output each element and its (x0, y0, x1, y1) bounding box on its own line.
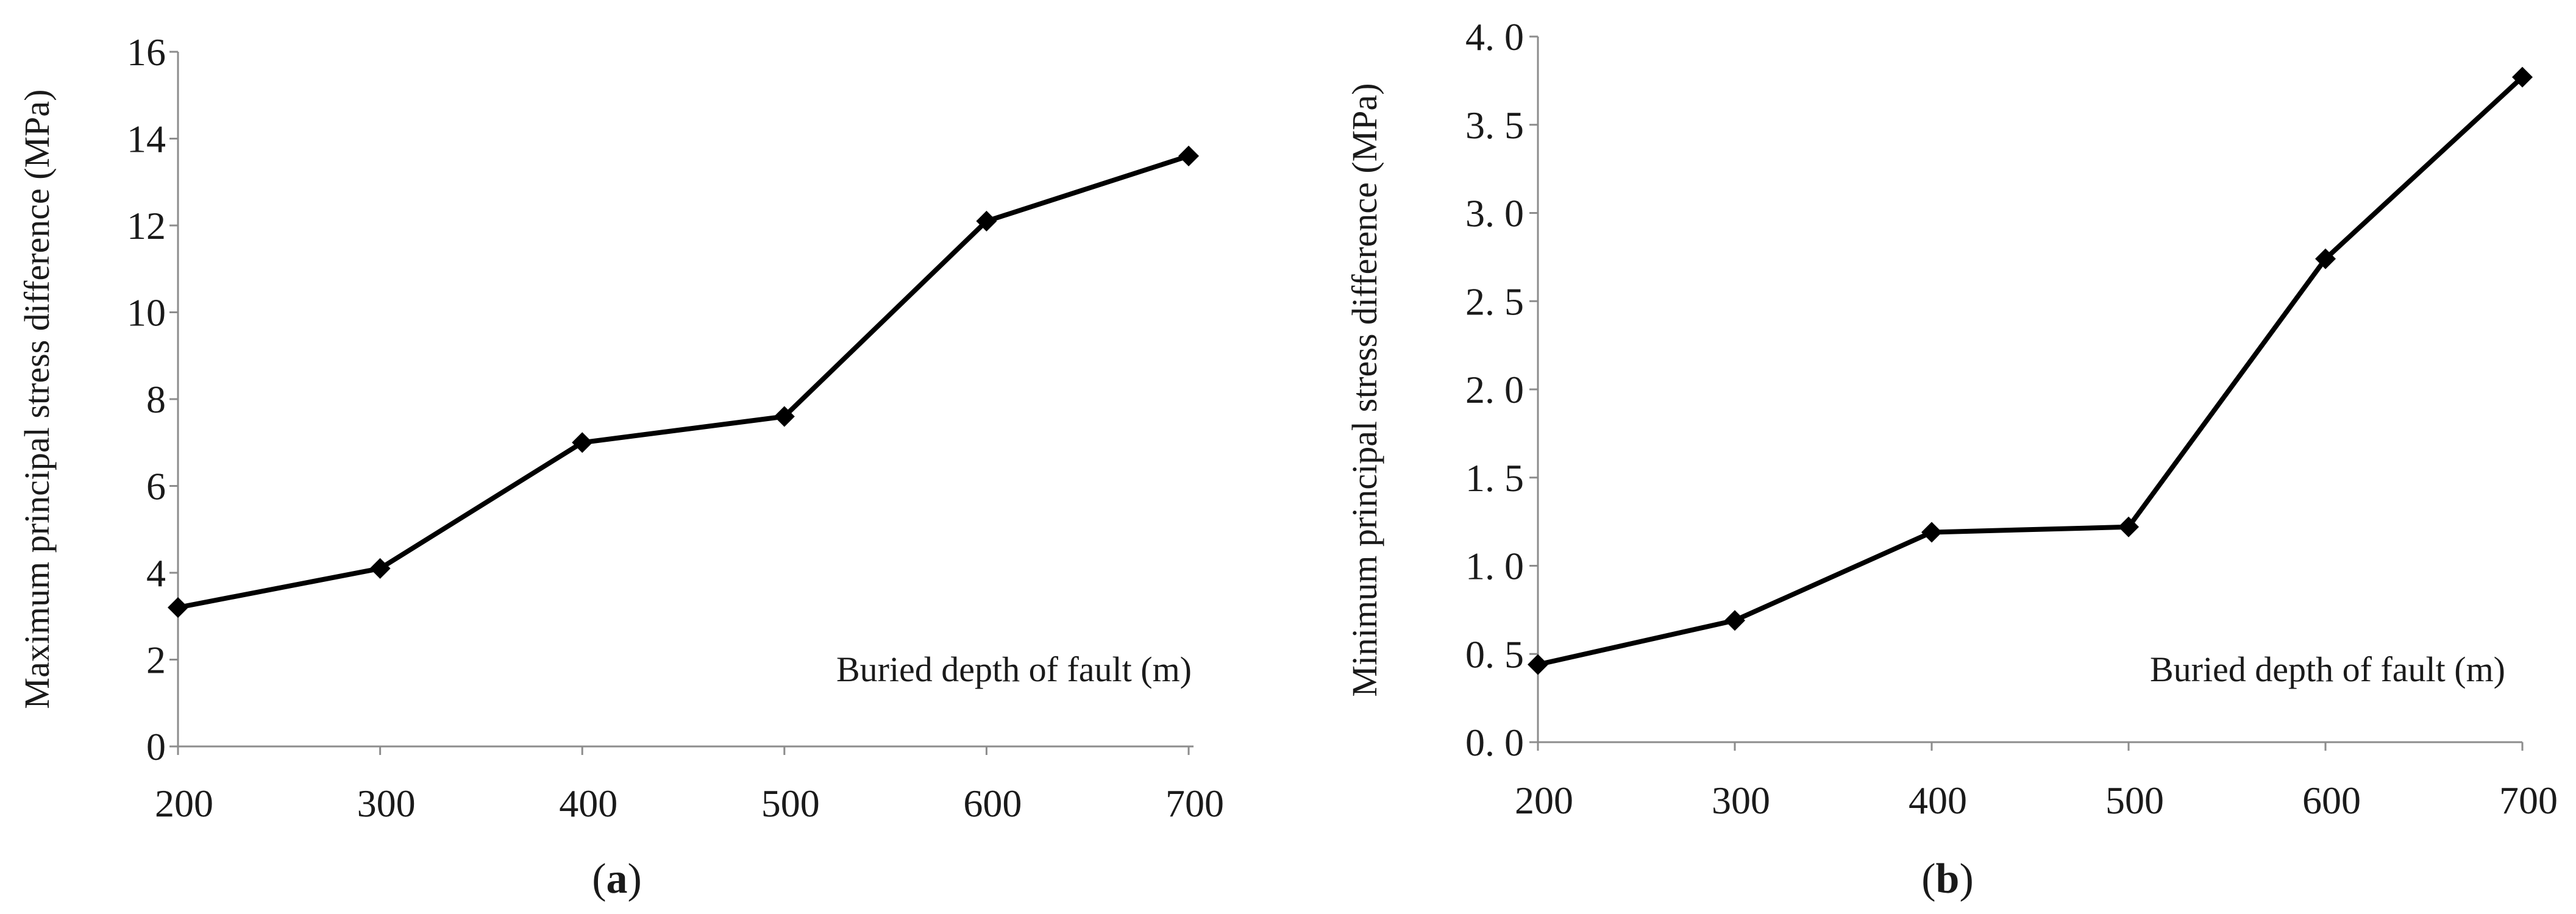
y-tick-label: 6 (146, 465, 166, 508)
y-tick-marks (169, 51, 178, 748)
x-tick-label: 400 (1909, 779, 1967, 822)
x-tick-label: 600 (2302, 779, 2361, 822)
y-tick-label: 2. 0 (1465, 368, 1524, 411)
y-tick-label: 12 (127, 204, 166, 247)
panel-label-a: (a) (592, 856, 642, 902)
chart-panel-a: 0 2 4 6 8 10 12 14 16 200 300 400 500 600 700 Maximum… (17, 30, 1224, 902)
data-point-marker (369, 558, 391, 579)
data-point-marker (1178, 146, 1199, 166)
x-tick-label: 300 (1712, 779, 1770, 822)
data-point-marker (2315, 248, 2336, 269)
y-tick-label: 16 (127, 30, 166, 74)
y-tick-label: 8 (146, 378, 166, 421)
y-axis-title: Maximum principal stress difference (MPa… (17, 90, 57, 709)
x-tick-label: 600 (963, 782, 1022, 825)
data-point-marker (774, 406, 795, 427)
y-tick-labels: 0 2 4 6 8 10 12 14 16 (127, 30, 166, 768)
y-tick-marks (1529, 35, 1538, 743)
x-axis-title: Buried depth of fault (m) (836, 650, 1192, 689)
data-point-marker (1528, 654, 1548, 675)
y-axis-title: Minimum principal stress difference (MPa… (1345, 83, 1384, 696)
x-tick-label: 400 (559, 782, 617, 825)
y-tick-label: 4 (146, 551, 166, 595)
y-tick-label: 4. 0 (1465, 15, 1524, 58)
chart-panel-b: 0. 0 0. 5 1. 0 1. 5 2. 0 2. 5 3. 0 3. 5 4. 0 200… (1345, 15, 2558, 902)
x-tick-label: 500 (761, 782, 820, 825)
x-tick-label: 200 (1515, 779, 1573, 822)
x-tick-label: 700 (2499, 779, 2558, 822)
data-point-marker (168, 597, 188, 618)
x-tick-label: 500 (2105, 779, 2164, 822)
x-tick-marks (177, 746, 1190, 755)
x-tick-label: 300 (357, 782, 416, 825)
x-tick-label: 700 (1165, 782, 1224, 825)
data-point-marker (1921, 522, 1942, 543)
data-point-marker (2512, 66, 2533, 88)
data-point-marker (572, 432, 593, 453)
y-tick-label: 1. 5 (1465, 456, 1524, 500)
y-tick-label: 14 (127, 118, 166, 161)
data-point-marker (976, 210, 997, 232)
series-markers (168, 146, 1199, 618)
series-line (177, 154, 1190, 610)
series-line (1537, 75, 2524, 667)
x-axis-title: Buried depth of fault (m) (2150, 650, 2505, 689)
y-tick-label: 10 (127, 291, 166, 335)
y-tick-label: 2. 5 (1465, 280, 1524, 323)
y-tick-label: 0. 5 (1465, 632, 1524, 676)
y-tick-label: 1. 0 (1465, 545, 1524, 588)
x-tick-labels: 200 300 400 500 600 700 (1515, 779, 2558, 822)
data-point-marker (1724, 610, 1745, 631)
x-tick-marks (1537, 742, 2524, 751)
y-tick-labels: 0. 0 0. 5 1. 0 1. 5 2. 0 2. 5 3. 0 3. 5 4. 0 (1465, 15, 1524, 764)
y-tick-label: 3. 5 (1465, 104, 1524, 147)
y-tick-label: 3. 0 (1465, 192, 1524, 235)
y-tick-label: 0. 0 (1465, 721, 1524, 764)
y-tick-label: 0 (146, 725, 166, 768)
series-markers (1528, 66, 2533, 675)
y-tick-label: 2 (146, 639, 166, 682)
x-tick-labels: 200 300 400 500 600 700 (155, 782, 1224, 825)
x-tick-label: 200 (155, 782, 213, 825)
data-point-marker (2118, 516, 2139, 537)
panel-label-b: (b) (1921, 856, 1974, 902)
